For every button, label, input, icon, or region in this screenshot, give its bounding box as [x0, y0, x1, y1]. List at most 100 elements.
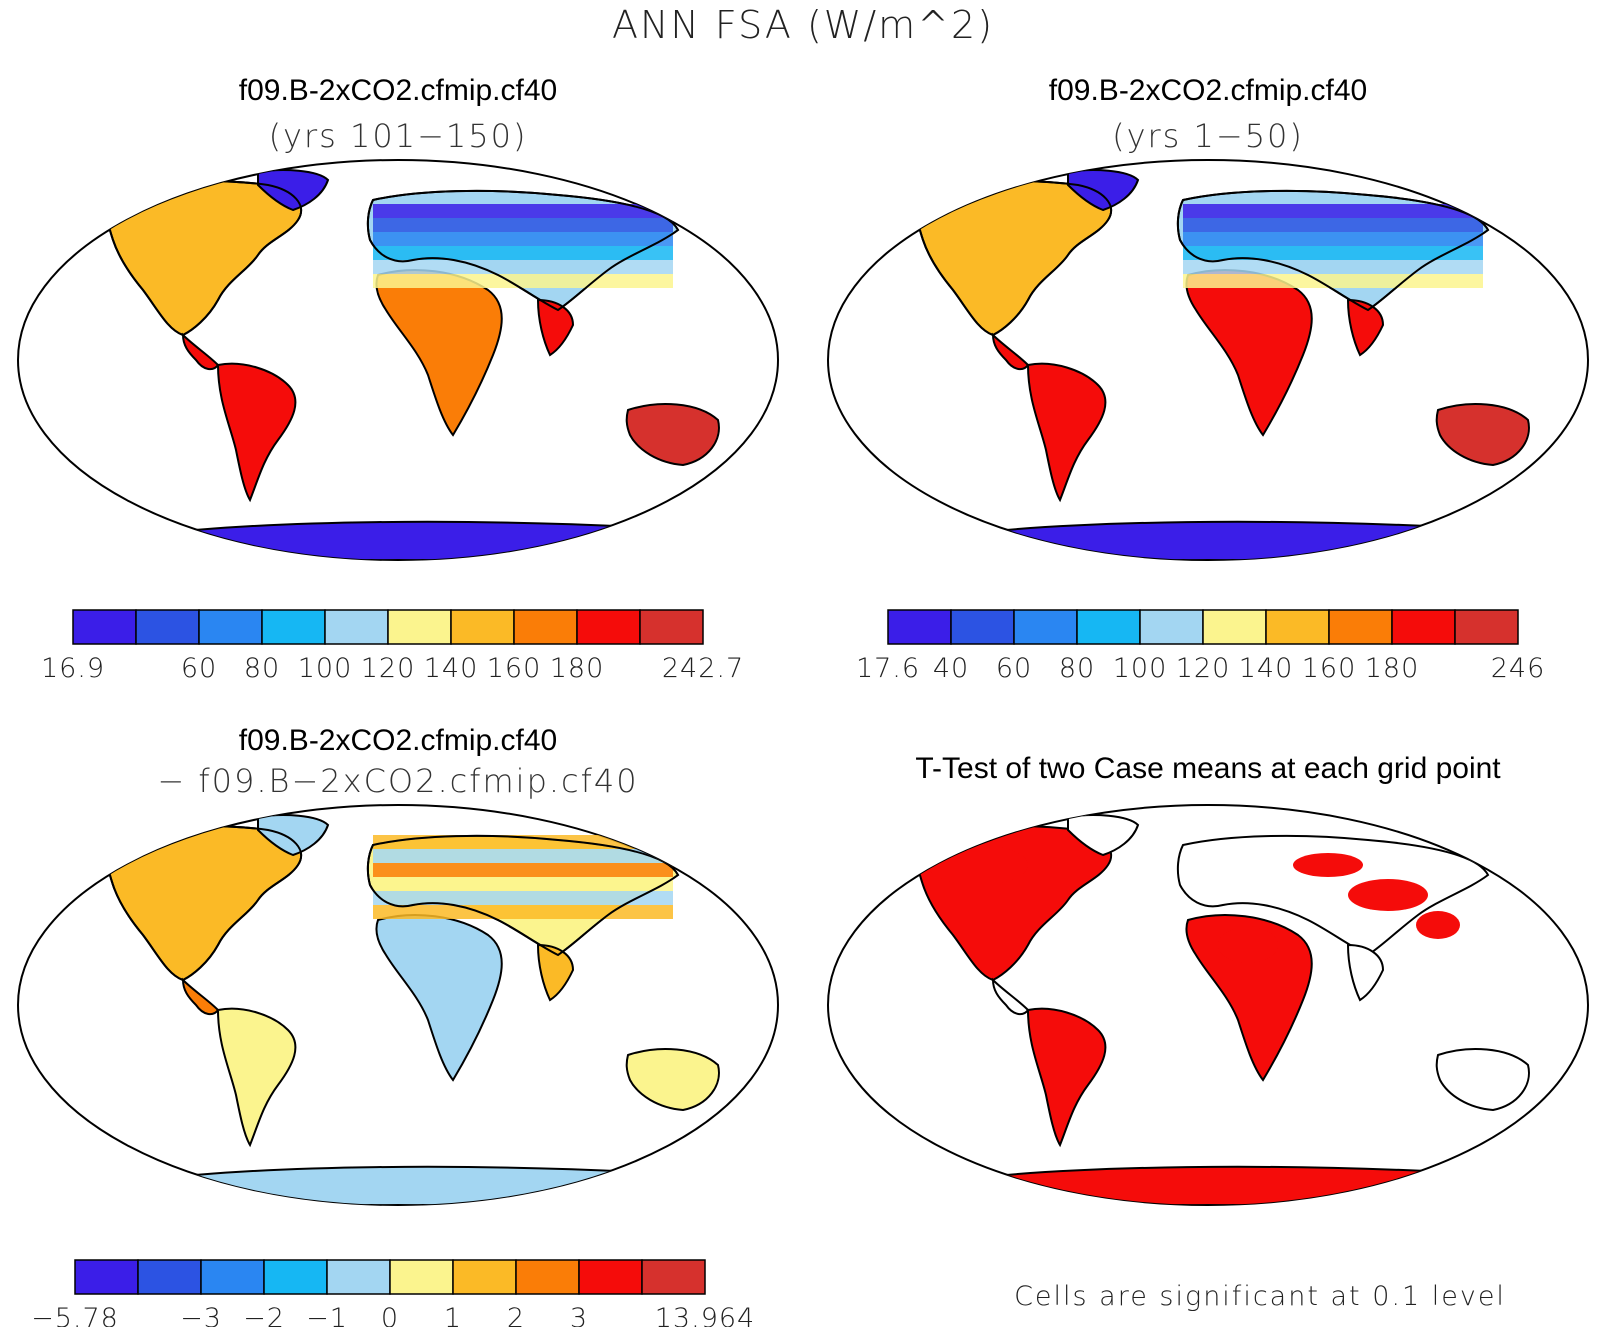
colorbar-box — [74, 1259, 139, 1295]
coast-na — [106, 180, 303, 337]
eurasia-band — [1183, 218, 1483, 232]
colorbar-box — [263, 1259, 328, 1295]
colorbar-box — [452, 1259, 517, 1295]
land-region-sa — [1026, 1007, 1107, 1148]
land-region-eu — [1176, 834, 1490, 957]
colorbar-3: −5.78 −3 −2 −1 0 1 2 3 13.964 — [31, 1259, 754, 1327]
map-panel-3 — [17, 804, 779, 1206]
significant-patch — [1416, 911, 1460, 939]
colorbar-tick-label: 80 — [244, 653, 280, 684]
eurasia-band — [373, 835, 673, 849]
land-region-ca — [991, 977, 1030, 1016]
land-region-sa — [216, 362, 297, 503]
colorbar-box — [1328, 609, 1393, 645]
colorbar-tick-label: 100 — [1113, 653, 1168, 684]
land-region-au — [625, 1048, 720, 1112]
land-region-af — [375, 914, 503, 1082]
land-region-an — [953, 520, 1479, 560]
colorbar-box — [324, 609, 389, 645]
land-region-an — [143, 1165, 669, 1205]
colorbar-box — [198, 609, 263, 645]
land-region-gl — [1067, 814, 1140, 857]
colorbar-tick-label: 180 — [1365, 653, 1420, 684]
land-region-ca — [991, 332, 1030, 371]
colorbar-box — [513, 609, 578, 645]
eurasia-band — [373, 849, 673, 863]
panel-1-subtitle: (yrs 101−150) — [269, 117, 528, 155]
colorbar-box — [137, 1259, 202, 1295]
colorbar-box — [1139, 609, 1204, 645]
colorbar-tick-label: 17.6 — [856, 653, 920, 684]
colorbar-box — [1202, 609, 1267, 645]
coast-eu — [366, 189, 680, 312]
colorbar-box — [576, 609, 641, 645]
eurasia-band — [1183, 260, 1483, 274]
land-region-an — [143, 520, 669, 560]
colorbar-tick-label: 3 — [570, 1303, 588, 1327]
colorbar-tick-label: −1 — [306, 1303, 348, 1327]
significant-patch — [1348, 879, 1428, 911]
colorbar-box — [450, 609, 515, 645]
land-region-ca — [181, 332, 220, 371]
land-region-au — [625, 403, 720, 467]
map-panel-1 — [17, 159, 779, 561]
coast-eu — [1176, 189, 1490, 312]
colorbar-tick-label: 16.9 — [41, 653, 105, 684]
figure-title: ANN FSA (W/m^2) — [612, 3, 994, 47]
colorbar-tick-label: 242.7 — [662, 653, 744, 684]
colorbar-box — [1265, 609, 1330, 645]
colorbar-box — [1391, 609, 1456, 645]
land-region-sa — [1026, 362, 1107, 503]
colorbar-box — [387, 609, 452, 645]
significant-patch — [1218, 927, 1278, 963]
land-region-in — [1346, 943, 1385, 1002]
colorbar-box — [135, 609, 200, 645]
colorbar-tick-label: 246 — [1491, 653, 1546, 684]
eurasia-band — [373, 218, 673, 232]
eurasia-band — [373, 274, 673, 288]
colorbar-box — [200, 1259, 265, 1295]
land-region-au — [1435, 403, 1530, 467]
land-region-au — [1435, 1048, 1530, 1112]
colorbar-tick-label: 0 — [381, 1303, 399, 1327]
colorbar-tick-label: 160 — [487, 653, 542, 684]
colorbar-tick-label: 100 — [298, 653, 353, 684]
colorbar-box — [639, 609, 704, 645]
land-region-gl — [257, 169, 330, 212]
colorbar-tick-label: 1 — [444, 1303, 462, 1327]
colorbar-box — [515, 1259, 580, 1295]
colorbar-box — [950, 609, 1015, 645]
colorbar-2: 17.6 40 60 80 100 120 140 160 180 246 — [856, 609, 1546, 684]
colorbar-tick-label: 180 — [550, 653, 605, 684]
map-panel-2 — [827, 159, 1589, 561]
colorbar-box — [1454, 609, 1519, 645]
colorbar-tick-label: 40 — [933, 653, 969, 684]
eurasia-band — [373, 863, 673, 877]
eurasia-band — [373, 260, 673, 274]
coast-na — [916, 180, 1113, 337]
colorbar-tick-label: 120 — [361, 653, 416, 684]
significant-patch — [928, 845, 1028, 885]
coast-eu — [366, 834, 680, 957]
colorbar-tick-label: 140 — [424, 653, 479, 684]
eurasia-band — [373, 905, 673, 919]
colorbar-box — [1013, 609, 1078, 645]
eurasia-band — [1183, 246, 1483, 260]
panel-2-subtitle: (yrs 1−50) — [1112, 117, 1304, 155]
land-region-gl — [257, 814, 330, 857]
eurasia-band — [373, 877, 673, 891]
colorbar-tick-label: 60 — [996, 653, 1032, 684]
panel-3-title: f09.B-2xCO2.cfmip.cf40 — [239, 724, 557, 757]
colorbar-box — [887, 609, 952, 645]
colorbar-box — [641, 1259, 706, 1295]
colorbar-tick-label: 2 — [507, 1303, 525, 1327]
colorbar-tick-label: 120 — [1176, 653, 1231, 684]
panel-1-title: f09.B-2xCO2.cfmip.cf40 — [239, 74, 557, 107]
colorbar-box — [261, 609, 326, 645]
colorbar-tick-label: −5.78 — [31, 1303, 119, 1327]
colorbar-box — [1076, 609, 1141, 645]
eurasia-band — [1183, 274, 1483, 288]
land-region-gl — [1067, 169, 1140, 212]
land-region-af — [1185, 914, 1313, 1082]
